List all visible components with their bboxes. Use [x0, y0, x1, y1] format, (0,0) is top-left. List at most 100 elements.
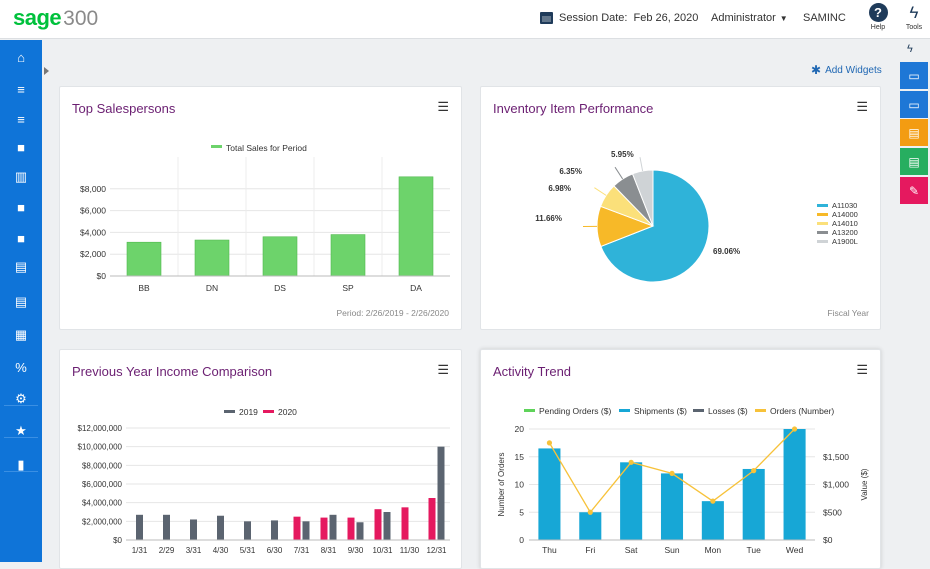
orange-report-icon[interactable]: ▤: [900, 119, 928, 146]
bar: [357, 522, 364, 540]
y-tick-label: $2,000,000: [82, 517, 123, 526]
window-badge-icon[interactable]: ▭: [900, 62, 928, 89]
bar: [402, 507, 409, 540]
top-bar: sage300 Session Date: Feb 26, 2020 Admin…: [0, 0, 930, 39]
bar: [303, 521, 310, 540]
slice-value-label: 11.66%: [535, 214, 562, 223]
document-export-icon[interactable]: ≡: [0, 79, 42, 99]
session-date[interactable]: Session Date: Feb 26, 2020: [540, 12, 698, 24]
orders-point: [669, 471, 674, 476]
x-tick-label: 7/31: [294, 546, 310, 555]
activity-trend-chart: Pending Orders ($)Shipments ($)Losses ($…: [481, 350, 881, 569]
legend-swatch: [524, 409, 535, 412]
x-tick-label: DS: [274, 283, 286, 293]
briefcase-icon[interactable]: ■: [0, 197, 42, 217]
x-tick-label: 9/30: [348, 546, 364, 555]
tools-button[interactable]: ϟ Tools: [903, 3, 925, 31]
cabinet-icon[interactable]: ▤: [0, 257, 42, 277]
y2-tick-label: $500: [823, 507, 842, 517]
top-salespersons-chart: Total Sales for Period$0$2,000$4,000$6,0…: [60, 87, 462, 330]
bar: [743, 469, 765, 540]
x-tick-label: DN: [206, 283, 218, 293]
y-tick-label: $4,000,000: [82, 499, 123, 508]
y-tick-label: 10: [515, 480, 525, 490]
y2-tick-label: $1,000: [823, 480, 849, 490]
legend-label: 2020: [278, 407, 297, 417]
sidebar-expand-icon[interactable]: [44, 67, 49, 75]
x-tick-label: 1/31: [132, 546, 148, 555]
bar: [384, 512, 391, 540]
y-tick-label: $4,000: [80, 227, 106, 237]
x-tick-label: 6/30: [267, 546, 283, 555]
percent-icon[interactable]: %: [0, 357, 42, 377]
pen-icon[interactable]: ✎: [900, 177, 928, 204]
y-axis-label: Number of Orders: [497, 452, 506, 516]
add-widgets-button[interactable]: ✱Add Widgets: [811, 63, 882, 77]
inventory-pie-chart: 69.06%11.66%6.98%6.35%5.95%A11030A14000A…: [481, 87, 881, 330]
orders-point: [629, 460, 634, 465]
bar: [538, 448, 560, 540]
company-name[interactable]: SAMINC: [803, 12, 846, 24]
x-tick-label: Sun: [664, 545, 679, 555]
legend-swatch: [755, 409, 766, 412]
x-tick-label: Tue: [747, 545, 762, 555]
slice-leader: [615, 167, 623, 179]
folder-icon[interactable]: ■: [0, 228, 42, 248]
y-tick-label: $8,000: [80, 184, 106, 194]
help-button[interactable]: ? Help: [866, 3, 890, 31]
period-footer: Period: 2/26/2019 - 2/26/2020: [337, 308, 449, 318]
y-tick-label: $6,000,000: [82, 480, 123, 489]
bar: [330, 515, 337, 540]
lock-icon[interactable]: ■: [0, 137, 42, 157]
x-tick-label: BB: [138, 283, 150, 293]
y-tick-label: $2,000: [80, 249, 106, 259]
bar: [127, 242, 161, 276]
spreadsheet-icon[interactable]: ▦: [0, 325, 42, 345]
slice-value-label: 6.35%: [559, 167, 582, 176]
sidebar-divider: [4, 405, 38, 406]
note-icon[interactable]: ▤: [0, 292, 42, 312]
bar: [217, 516, 224, 540]
logo-version: 300: [63, 7, 98, 30]
sage-300-logo[interactable]: sage300: [13, 5, 98, 32]
x-tick-label: SP: [342, 283, 354, 293]
legend-swatch: [211, 145, 222, 148]
y2-tick-label: $1,500: [823, 452, 849, 462]
help-label: Help: [866, 24, 890, 31]
legend-label: Orders (Number): [770, 406, 834, 416]
bar: [263, 237, 297, 276]
y2-tick-label: $0: [823, 535, 833, 545]
window-clock-icon[interactable]: ▭: [900, 91, 928, 118]
green-report-icon[interactable]: ▤: [900, 148, 928, 175]
bar-chart-icon[interactable]: ▮: [0, 455, 42, 475]
y2-axis-label: Value ($): [860, 468, 869, 500]
add-widgets-label: Add Widgets: [825, 65, 882, 76]
legend-label: A1900L: [832, 237, 858, 246]
bank-icon[interactable]: ▥: [0, 167, 42, 187]
user-menu[interactable]: Administrator▼: [711, 12, 788, 24]
y-tick-label: 5: [519, 507, 524, 517]
legend-label: A14010: [832, 219, 858, 228]
x-tick-label: 12/31: [426, 546, 447, 555]
x-tick-label: Wed: [786, 545, 804, 555]
legend-label: A14000: [832, 210, 858, 219]
y-tick-label: $0: [97, 271, 107, 281]
lightning-icon: ϟ: [903, 3, 925, 22]
legend-swatch: [817, 231, 828, 234]
legend-label: Pending Orders ($): [539, 406, 611, 416]
logo-brand: sage: [13, 5, 61, 30]
slice-value-label: 5.95%: [611, 150, 634, 159]
bar: [702, 501, 724, 540]
x-tick-label: 8/31: [321, 546, 337, 555]
y-tick-label: $8,000,000: [82, 461, 123, 470]
document-import-icon[interactable]: ≡: [0, 109, 42, 129]
settings-icon[interactable]: ⚙: [0, 389, 42, 409]
x-tick-label: 5/31: [240, 546, 256, 555]
slice-leader: [640, 157, 643, 171]
home-icon[interactable]: ⌂: [0, 47, 42, 67]
slice-value-label: 69.06%: [713, 247, 740, 256]
star-settings-icon[interactable]: ★: [0, 421, 42, 441]
session-date-value: Feb 26, 2020: [633, 12, 698, 24]
x-tick-label: Mon: [705, 545, 722, 555]
